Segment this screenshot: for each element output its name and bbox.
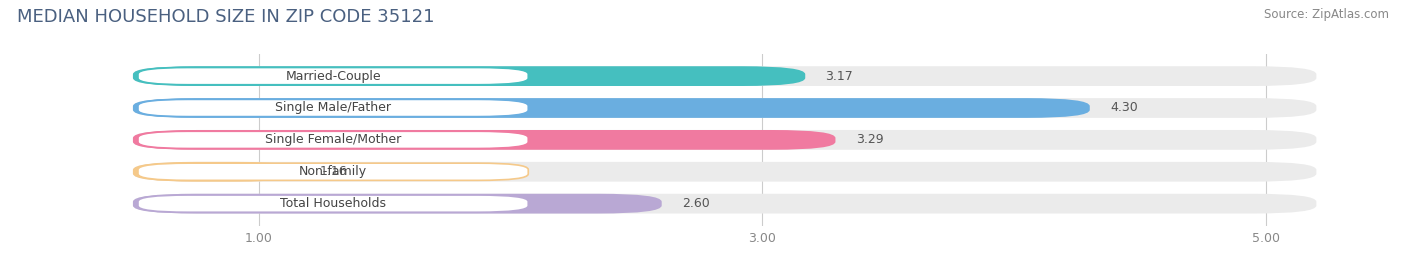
FancyBboxPatch shape <box>134 130 835 150</box>
FancyBboxPatch shape <box>134 194 662 214</box>
Text: Single Male/Father: Single Male/Father <box>276 101 391 115</box>
Text: Source: ZipAtlas.com: Source: ZipAtlas.com <box>1264 8 1389 21</box>
Text: Non-family: Non-family <box>299 165 367 178</box>
FancyBboxPatch shape <box>134 66 1316 86</box>
FancyBboxPatch shape <box>138 163 529 180</box>
Text: MEDIAN HOUSEHOLD SIZE IN ZIP CODE 35121: MEDIAN HOUSEHOLD SIZE IN ZIP CODE 35121 <box>17 8 434 26</box>
FancyBboxPatch shape <box>134 66 806 86</box>
FancyBboxPatch shape <box>138 131 529 148</box>
Text: 1.16: 1.16 <box>319 165 347 178</box>
FancyBboxPatch shape <box>134 194 1316 214</box>
Text: Single Female/Mother: Single Female/Mother <box>264 133 401 146</box>
FancyBboxPatch shape <box>134 162 299 182</box>
FancyBboxPatch shape <box>134 98 1316 118</box>
FancyBboxPatch shape <box>134 98 1090 118</box>
Text: Married-Couple: Married-Couple <box>285 70 381 83</box>
FancyBboxPatch shape <box>134 130 1316 150</box>
FancyBboxPatch shape <box>134 162 1316 182</box>
Text: 3.17: 3.17 <box>825 70 853 83</box>
Text: 2.60: 2.60 <box>682 197 710 210</box>
FancyBboxPatch shape <box>138 68 529 85</box>
FancyBboxPatch shape <box>138 99 529 116</box>
Text: Total Households: Total Households <box>280 197 387 210</box>
Text: 3.29: 3.29 <box>856 133 883 146</box>
FancyBboxPatch shape <box>138 195 529 212</box>
Text: 4.30: 4.30 <box>1109 101 1137 115</box>
